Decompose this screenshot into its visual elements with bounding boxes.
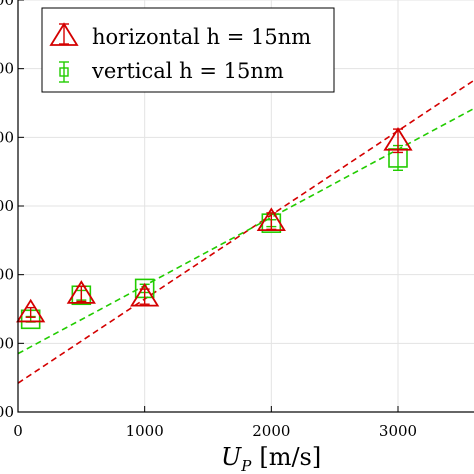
data-markers (16, 127, 413, 330)
legend-box (41, 7, 335, 93)
data-point-horizontal (130, 282, 160, 307)
legend-triangle-marker (49, 22, 79, 46)
legend-symbol-vertical (59, 61, 69, 83)
legend-label-horizontal: horizontal h = 15nm (92, 25, 311, 49)
x-axis-label-sub: P (240, 457, 252, 474)
plot-frame (17, 0, 474, 413)
error-bar-horizontal (25, 306, 36, 318)
data-point-horizontal (16, 298, 46, 323)
legend-error-bar (59, 61, 69, 83)
legend-label-vertical: vertical h = 15nm (91, 59, 284, 83)
legend: horizontal h = 15nm vertical h = 15nm (41, 7, 335, 93)
y-tick-label: 00 (0, 60, 14, 78)
ticks: 0 1000 2000 3000 00 00 00 00 00 00 00 (0, 0, 417, 440)
legend-symbol-horizontal (49, 22, 79, 46)
fit-line-vertical (17, 107, 474, 355)
x-axis-label-main: U (221, 443, 242, 471)
y-tick-label: 00 (0, 128, 14, 146)
fit-line-horizontal (17, 79, 474, 384)
data-point-horizontal (66, 280, 96, 304)
fit-lines (17, 79, 474, 384)
x-tick-label: 3000 (379, 422, 417, 440)
y-tick-label: 00 (0, 197, 14, 215)
x-tick-label: 2000 (252, 422, 290, 440)
y-tick-label: 00 (0, 403, 14, 421)
data-point-horizontal (256, 207, 286, 232)
y-tick-label: 00 (0, 334, 14, 352)
svg-text:UP[m/s]: UP [m/s] (221, 443, 321, 474)
x-axis-label: UP [m/s] (221, 443, 321, 474)
x-tick-label: 1000 (126, 422, 164, 440)
y-tick-label: 00 (0, 266, 14, 284)
x-axis-label-units: [m/s] (259, 443, 321, 471)
y-tick-label: 00 (0, 0, 14, 9)
legend-square-marker (59, 67, 69, 77)
data-point-horizontal (383, 127, 413, 151)
x-tick-label: 0 (13, 422, 23, 440)
